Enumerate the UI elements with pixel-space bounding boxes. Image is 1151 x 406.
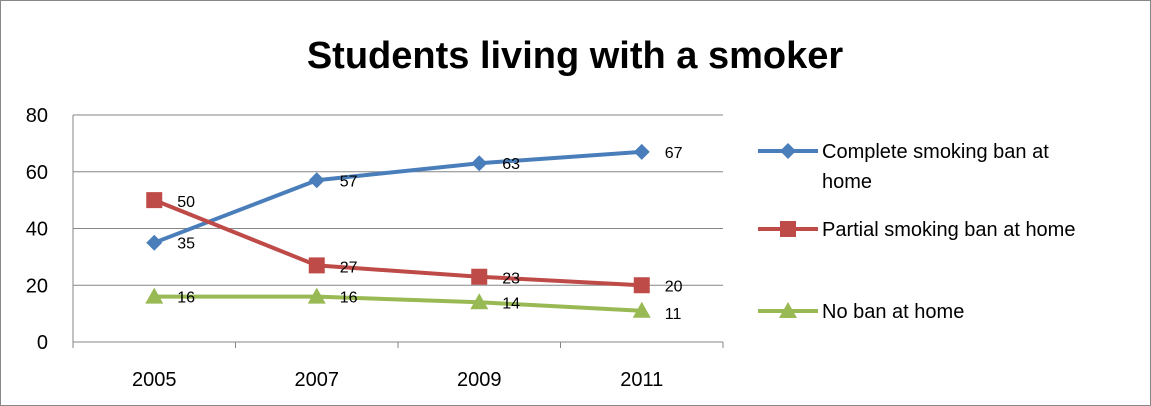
legend-label: Complete smoking ban at home — [822, 141, 1049, 193]
series-1: 50 27 23 20 — [146, 192, 683, 295]
data-point-marker — [146, 192, 163, 209]
series-line — [153, 198, 642, 288]
legend-marker — [779, 302, 797, 318]
data-label: 23 — [502, 271, 520, 288]
x-tick-label: 2007 — [295, 369, 340, 391]
data-label: 63 — [502, 156, 520, 173]
data-point-marker — [307, 287, 326, 304]
data-point-marker — [633, 143, 650, 160]
legend-item-2: No ban at home — [758, 301, 964, 323]
data-label: 16 — [177, 290, 195, 307]
series-line — [153, 149, 642, 245]
x-tick-label: 2011 — [620, 369, 663, 391]
data-label: 57 — [340, 173, 358, 190]
legend-label: Partial smoking ban at home — [822, 219, 1075, 241]
x-tick-label: 2005 — [132, 369, 177, 391]
data-label: 27 — [340, 259, 358, 276]
data-label: 16 — [340, 290, 358, 307]
legend-marker — [780, 143, 796, 159]
series-2: 16 16 14 11 — [145, 287, 682, 323]
data-label: 50 — [177, 194, 195, 211]
series-layer: 35 57 63 67 50 27 23 20 16 16 14 11 — [145, 143, 683, 323]
data-label: 20 — [665, 278, 683, 295]
data-point-marker — [308, 172, 325, 189]
chart-title: Students living with a smoker — [307, 35, 844, 77]
data-point-marker — [308, 257, 325, 274]
legend-marker — [780, 221, 796, 237]
x-tick-label: 2009 — [457, 369, 502, 391]
data-point-marker — [470, 293, 489, 310]
y-tick-label: 20 — [26, 275, 48, 297]
data-point-marker — [146, 234, 163, 251]
data-label: 14 — [502, 295, 520, 312]
legend-item-1: Partial smoking ban at home — [758, 219, 1075, 241]
legend-item-0: Complete smoking ban at home — [758, 141, 1049, 193]
data-point-marker — [471, 268, 488, 285]
series-line — [154, 294, 642, 313]
data-point-marker — [632, 301, 651, 318]
y-tick-label: 60 — [26, 162, 48, 184]
gridlines — [73, 114, 723, 286]
y-tick-label: 0 — [37, 332, 48, 354]
data-point-marker — [633, 277, 650, 294]
y-tick-label: 40 — [26, 219, 48, 241]
series-0: 35 57 63 67 — [146, 143, 683, 253]
legend-label: No ban at home — [822, 301, 964, 323]
data-point-marker — [471, 155, 488, 172]
data-label: 11 — [665, 306, 682, 323]
y-tick-label: 80 — [26, 105, 48, 127]
data-label: 67 — [665, 145, 683, 162]
data-label: 35 — [177, 236, 195, 253]
data-point-marker — [145, 287, 164, 304]
legend: Complete smoking ban at home Partial smoki… — [758, 141, 1075, 323]
